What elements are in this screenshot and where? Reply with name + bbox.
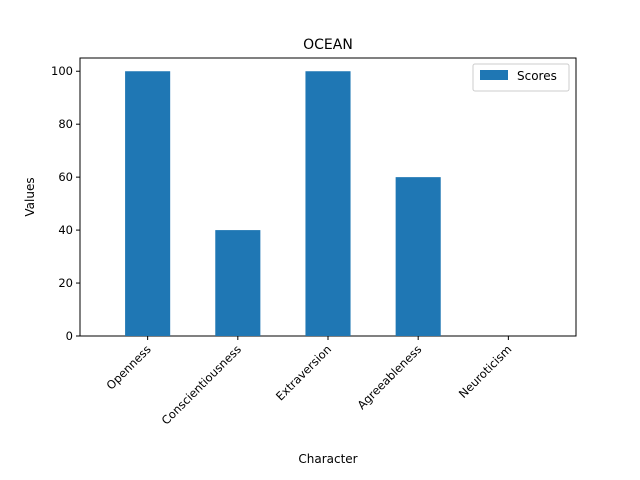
y-axis-label: Values — [23, 177, 37, 216]
y-axis-ticks: 0 20 40 60 80 100 — [51, 64, 80, 343]
x-tick-label: Openness — [104, 342, 154, 392]
x-tick-label: Neuroticism — [456, 342, 515, 401]
x-tick-label: Agreeableness — [354, 342, 424, 412]
y-tick-label: 100 — [51, 64, 73, 78]
y-tick-label: 40 — [58, 223, 73, 237]
y-tick-label: 20 — [58, 276, 73, 290]
y-tick-label: 0 — [66, 329, 73, 343]
chart-title: OCEAN — [303, 37, 353, 53]
legend: Scores — [472, 63, 570, 92]
y-tick-label: 80 — [58, 117, 73, 131]
x-axis-label: Character — [298, 452, 357, 466]
x-tick-label: Extraversion — [273, 342, 334, 403]
x-axis-ticks: Openness Conscientiousness Extraversion Agr… — [104, 336, 515, 428]
bar-openness — [125, 71, 171, 336]
legend-label-scores: Scores — [517, 69, 557, 83]
bars — [125, 71, 441, 336]
y-tick-label: 60 — [58, 170, 73, 184]
legend-swatch-scores — [480, 70, 508, 80]
x-tick-label: Conscientiousness — [159, 342, 244, 427]
bar-conscientiousness — [215, 230, 261, 336]
bar-extraversion — [305, 71, 351, 336]
bar-agreeableness — [395, 177, 441, 336]
